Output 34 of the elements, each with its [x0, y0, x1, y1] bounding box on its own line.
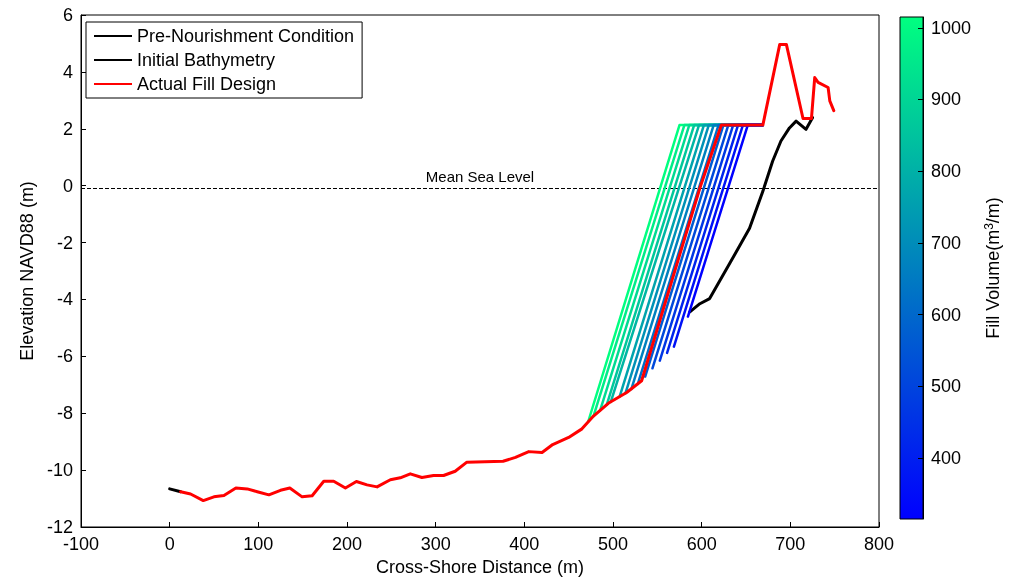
x-tick-label: 800	[863, 534, 895, 554]
legend-label: Initial Bathymetry	[137, 50, 276, 70]
y-tick-label: -4	[56, 289, 73, 310]
color-bar-label: 1000	[931, 17, 972, 38]
x-tick-label: -100	[62, 534, 100, 554]
color-bar-label: 500	[931, 376, 962, 397]
color-bar-label: 400	[931, 448, 962, 469]
y-tick-label: -6	[56, 346, 73, 367]
y-tick-label: 2	[62, 118, 73, 139]
y-tick-label: 6	[62, 5, 73, 25]
y-tick-label: -12	[46, 517, 73, 537]
x-tick-label: 200	[331, 534, 363, 554]
x-tick-label: 500	[597, 534, 629, 554]
x-tick-label: 300	[420, 534, 451, 554]
y-tick-label: -8	[56, 403, 73, 424]
x-tick-label: 700	[775, 534, 806, 554]
color-bar-label: 800	[931, 161, 962, 182]
legend-label: Pre-Nourishment Condition	[137, 26, 355, 46]
x-axis-title: Cross-Shore Distance (m)	[375, 556, 585, 577]
y-tick-label: 4	[62, 61, 73, 82]
x-tick-label: 400	[509, 534, 540, 554]
x-tick-label: 0	[164, 534, 175, 554]
color-bar-label: 700	[931, 232, 962, 253]
color-bar-label: 600	[931, 304, 962, 325]
color-bar-label: 900	[931, 89, 962, 110]
x-tick-label: 100	[243, 534, 274, 554]
ref-line-label: Mean Sea Level	[425, 167, 535, 185]
y-tick-label: -10	[46, 460, 73, 481]
x-tick-label: 600	[686, 534, 717, 554]
y-tick-label: 0	[62, 175, 73, 196]
color-bar-title: Fill Volume(m3/m)	[982, 197, 1003, 339]
legend-label: Actual Fill Design	[137, 74, 277, 94]
y-tick-label: -2	[56, 232, 73, 253]
y-axis-title: Elevation NAVD88 (m)	[17, 181, 37, 361]
